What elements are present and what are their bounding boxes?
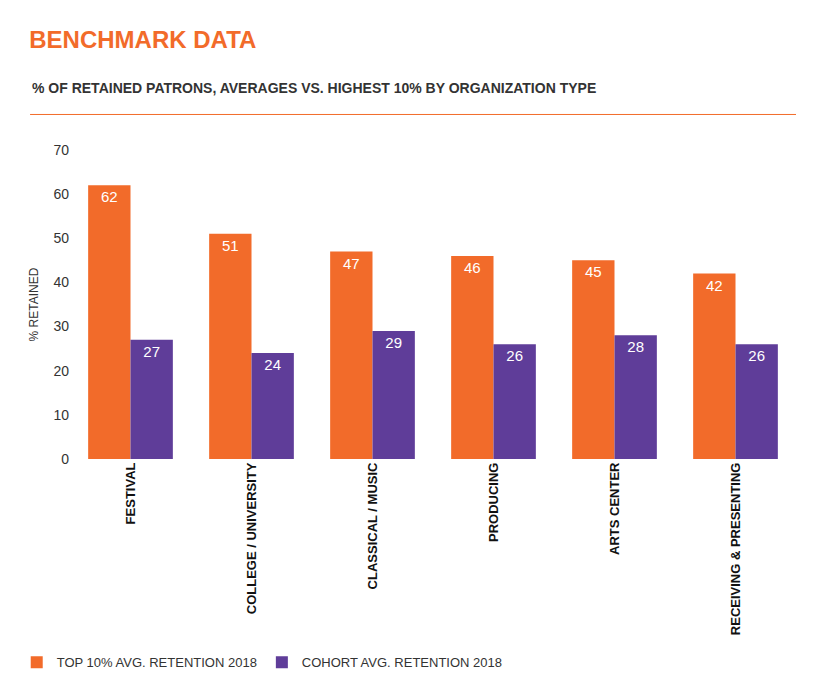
svg-text:28: 28 [627, 338, 644, 355]
svg-text:PRODUCING: PRODUCING [486, 463, 501, 542]
svg-text:0: 0 [61, 451, 69, 467]
svg-text:26: 26 [506, 347, 523, 364]
svg-text:BENCHMARK DATA: BENCHMARK DATA [29, 26, 256, 53]
svg-text:% RETAINED: % RETAINED [27, 267, 41, 341]
svg-text:27: 27 [143, 343, 160, 360]
svg-text:COHORT AVG. RETENTION 2018: COHORT AVG. RETENTION 2018 [302, 655, 502, 670]
svg-text:40: 40 [53, 274, 69, 290]
svg-text:24: 24 [264, 356, 281, 373]
svg-text:20: 20 [53, 363, 69, 379]
svg-text:% OF RETAINED PATRONS, AVERAGE: % OF RETAINED PATRONS, AVERAGES VS. HIGH… [32, 80, 596, 96]
svg-text:FESTIVAL: FESTIVAL [123, 462, 138, 524]
svg-text:51: 51 [222, 237, 239, 254]
svg-text:45: 45 [585, 263, 602, 280]
svg-text:TOP 10% AVG. RETENTION 2018: TOP 10% AVG. RETENTION 2018 [57, 655, 257, 670]
svg-text:62: 62 [101, 188, 118, 205]
svg-text:COLLEGE / UNIVERSITY: COLLEGE / UNIVERSITY [244, 462, 259, 614]
svg-text:70: 70 [53, 142, 69, 158]
svg-text:47: 47 [343, 255, 360, 272]
svg-text:30: 30 [53, 318, 69, 334]
svg-text:ARTS CENTER: ARTS CENTER [607, 462, 622, 555]
svg-text:60: 60 [53, 186, 69, 202]
svg-text:26: 26 [748, 347, 765, 364]
svg-text:RECEIVING & PRESENTING: RECEIVING & PRESENTING [728, 463, 743, 636]
svg-text:10: 10 [53, 407, 69, 423]
svg-text:50: 50 [53, 230, 69, 246]
svg-text:46: 46 [464, 259, 481, 276]
svg-text:CLASSICAL / MUSIC: CLASSICAL / MUSIC [365, 462, 380, 589]
svg-text:29: 29 [385, 334, 402, 351]
svg-text:42: 42 [706, 277, 723, 294]
